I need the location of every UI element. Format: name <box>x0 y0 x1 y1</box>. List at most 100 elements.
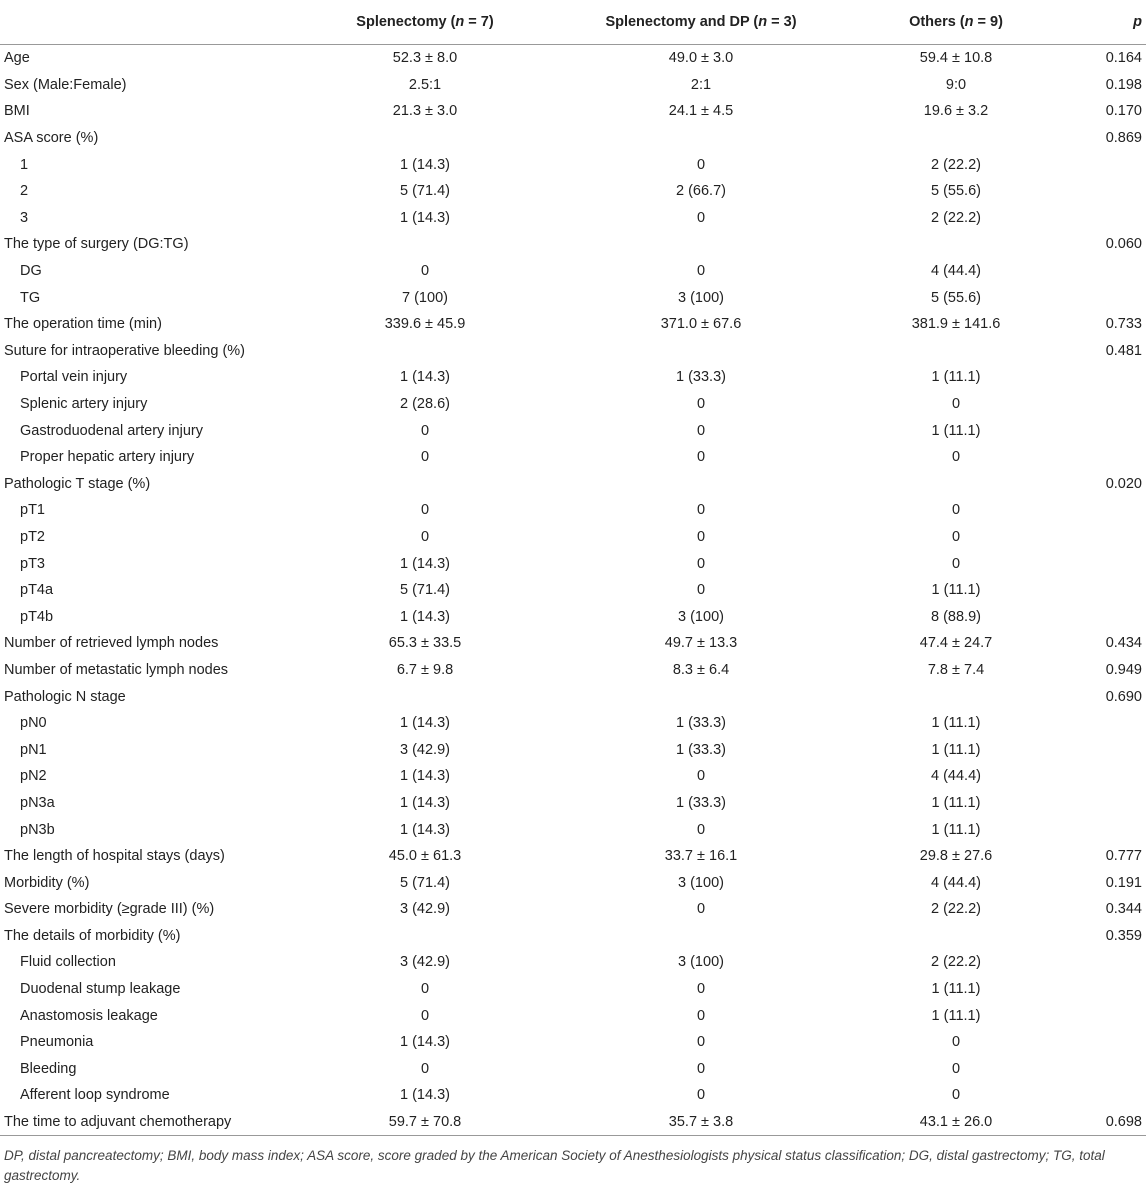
cell: 4 (44.4) <box>931 874 981 891</box>
cell: 1 (33.3) <box>676 794 726 811</box>
table-row: pN3a 1 (14.3) 1 (33.3) 1 (11.1) <box>0 790 1146 817</box>
table-row: 1 1 (14.3) 0 2 (22.2) <box>0 151 1146 178</box>
cell: 1 (11.1) <box>931 1007 981 1024</box>
p-value <box>1050 1002 1146 1029</box>
row-label: ASA score (%) <box>4 130 99 147</box>
cell: 49.7 ± 13.3 <box>664 635 738 652</box>
cell: 4 (44.4) <box>931 263 981 280</box>
header-cell <box>0 0 310 45</box>
p-value <box>1050 524 1146 551</box>
table-row: BMI 21.3 ± 3.0 24.1 ± 4.5 19.6 ± 3.2 0.170 <box>0 98 1146 125</box>
table-row: pN2 1 (14.3) 0 4 (44.4) <box>0 763 1146 790</box>
table-row: Number of retrieved lymph nodes 65.3 ± 33… <box>0 630 1146 657</box>
cell: 6.7 ± 9.8 <box>396 661 454 678</box>
p-value: 0.434 <box>1105 635 1142 652</box>
p-value <box>1050 763 1146 790</box>
cell: 1 (14.3) <box>400 156 450 173</box>
cell: 0 <box>696 555 706 572</box>
cell: 0 <box>951 528 961 545</box>
p-value <box>1050 710 1146 737</box>
cell: 2 (22.2) <box>931 209 981 226</box>
cell: 3 (42.9) <box>400 741 450 758</box>
cell: 5 (71.4) <box>400 183 450 200</box>
cell: 1 (11.1) <box>931 582 981 599</box>
p-value: 0.170 <box>1105 103 1142 120</box>
cell: 43.1 ± 26.0 <box>862 1108 1050 1137</box>
cell: 5 (71.4) <box>400 874 450 891</box>
table-row: pT4a 5 (71.4) 0 1 (11.1) <box>0 577 1146 604</box>
cell <box>310 683 540 710</box>
row-label: Pathologic T stage (%) <box>4 475 151 492</box>
row-label: 1 <box>20 156 29 173</box>
cell: 0 <box>696 422 706 439</box>
header-text: n <box>758 14 768 30</box>
row-label: Age <box>4 50 30 67</box>
p-value: 0.698 <box>1050 1108 1146 1137</box>
cell: 0 <box>696 449 706 466</box>
p-value: 0.198 <box>1105 76 1142 93</box>
cell <box>540 338 862 365</box>
row-label: DG <box>20 263 42 280</box>
cell: 3 (100) <box>678 289 724 306</box>
cell: 1 (14.3) <box>400 794 450 811</box>
cell: 0 <box>420 422 430 439</box>
table-row: The details of morbidity (%) 0.359 <box>0 923 1146 950</box>
p-value <box>1050 1056 1146 1083</box>
p-value <box>1050 577 1146 604</box>
p-value: 0.481 <box>1105 342 1142 359</box>
cell: 65.3 ± 33.5 <box>388 635 462 652</box>
row-label: The time to adjuvant chemotherapy <box>0 1108 310 1137</box>
cell: 0 <box>696 768 706 785</box>
header-cell: p <box>1050 0 1146 45</box>
table-row: Duodenal stump leakage 0 0 1 (11.1) <box>0 976 1146 1003</box>
row-label: Gastroduodenal artery injury <box>20 422 203 439</box>
table-row: pN1 3 (42.9) 1 (33.3) 1 (11.1) <box>0 736 1146 763</box>
header-text: n <box>964 14 974 30</box>
table-row: The length of hospital stays (days) 45.0 … <box>0 843 1146 870</box>
cell <box>310 125 540 152</box>
p-value: 0.344 <box>1105 901 1142 918</box>
cell: 1 (11.1) <box>931 741 981 758</box>
cell <box>862 338 1050 365</box>
row-label: pT4b <box>20 608 54 625</box>
row-label: 3 <box>20 209 29 226</box>
p-value <box>1050 417 1146 444</box>
cell: 0 <box>696 582 706 599</box>
table-row: pN3b 1 (14.3) 0 1 (11.1) <box>0 816 1146 843</box>
row-label: pT2 <box>20 528 45 545</box>
header-cell: Splenectomy and DP (n = 3) <box>540 0 862 45</box>
row-label: Suture for intraoperative bleeding (%) <box>4 342 245 359</box>
cell: 339.6 ± 45.9 <box>384 316 466 333</box>
cell: 1 (33.3) <box>676 369 726 386</box>
cell <box>310 923 540 950</box>
table-row: Splenic artery injury 2 (28.6) 0 0 <box>0 391 1146 418</box>
row-label: Pathologic N stage <box>4 688 126 705</box>
table-row: Sex (Male:Female) 2.5:1 2:1 9:0 0.198 <box>0 72 1146 99</box>
table-row: pT1 0 0 0 <box>0 497 1146 524</box>
row-label: pN3a <box>20 794 55 811</box>
table-row: pN0 1 (14.3) 1 (33.3) 1 (11.1) <box>0 710 1146 737</box>
row-label: pT1 <box>20 502 45 519</box>
cell: 49.0 ± 3.0 <box>668 50 734 67</box>
cell: 0 <box>951 555 961 572</box>
p-value: 0.191 <box>1105 874 1142 891</box>
table-row: Age 52.3 ± 8.0 49.0 ± 3.0 59.4 ± 10.8 0.164 <box>0 45 1146 72</box>
table-row: pT4b 1 (14.3) 3 (100) 8 (88.9) <box>0 603 1146 630</box>
table-row: Proper hepatic artery injury 0 0 0 <box>0 444 1146 471</box>
p-value: 0.359 <box>1105 927 1142 944</box>
p-value <box>1050 205 1146 232</box>
cell: 0 <box>420 502 430 519</box>
cell: 1 (14.3) <box>400 1034 450 1051</box>
cell: 21.3 ± 3.0 <box>392 103 458 120</box>
row-label: pN1 <box>20 741 47 758</box>
p-value <box>1050 497 1146 524</box>
cell: 0 <box>420 1007 430 1024</box>
cell: 1 (14.3) <box>400 1087 450 1104</box>
cell: 35.7 ± 3.8 <box>540 1108 862 1137</box>
p-value <box>1050 976 1146 1003</box>
row-label: Fluid collection <box>20 954 116 971</box>
cell: 7 (100) <box>402 289 448 306</box>
cell: 0 <box>696 1034 706 1051</box>
header-text: = 3) <box>767 14 797 30</box>
